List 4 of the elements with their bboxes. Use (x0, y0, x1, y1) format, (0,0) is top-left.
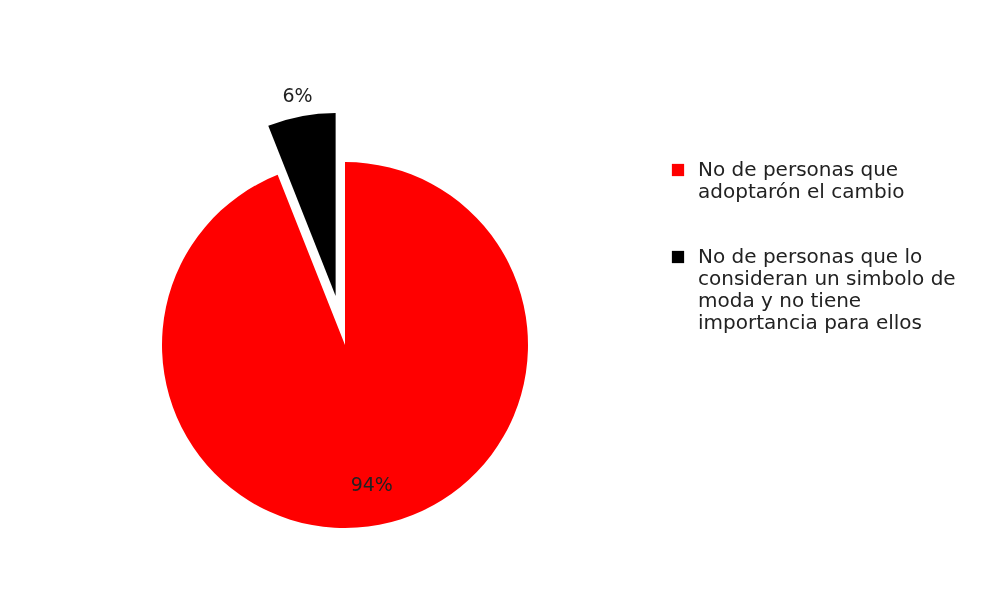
legend-label: No de personas que adoptarón el cambio (698, 157, 905, 203)
data-label: 6% (282, 84, 313, 107)
data-label: 94% (350, 473, 393, 496)
legend-label: No de personas que lo consideran un simbolo de moda y no tiene importancia para ellos (698, 244, 956, 334)
